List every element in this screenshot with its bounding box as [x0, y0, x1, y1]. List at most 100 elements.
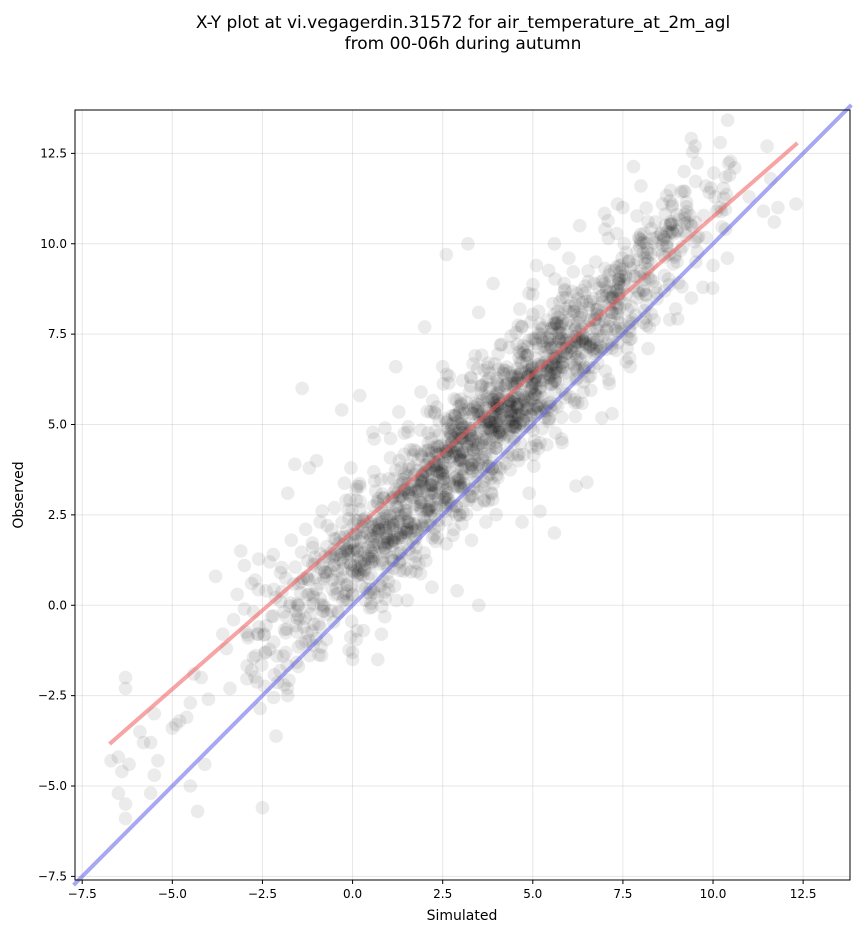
scatter-point [655, 238, 670, 252]
scatter-point [461, 402, 476, 416]
scatter-point [453, 479, 467, 493]
scatter-point [325, 582, 340, 597]
scatter-point [490, 371, 504, 385]
scatter-point [377, 537, 392, 552]
scatter-point [403, 442, 418, 457]
scatter-point [534, 384, 548, 399]
scatter-point [541, 313, 555, 328]
scatter-point [590, 307, 605, 322]
scatter-point [400, 524, 414, 538]
scatter-point [624, 332, 638, 346]
scatter-point [423, 499, 437, 514]
scatter-point [489, 414, 503, 429]
scatter-point [535, 334, 550, 349]
scatter-point [412, 492, 427, 506]
scatter-point [514, 347, 528, 361]
scatter-point [459, 443, 474, 457]
scatter-point [334, 547, 349, 562]
scatter-point [452, 405, 467, 420]
scatter-point [341, 593, 355, 607]
scatter-point [326, 550, 340, 565]
scatter-point [713, 200, 727, 215]
x-tick-label: 12.5 [790, 887, 817, 901]
scatter-point [520, 356, 534, 370]
scatter-point [373, 522, 387, 537]
scatter-point [450, 415, 465, 429]
scatter-point [432, 428, 447, 442]
scatter-point [454, 417, 469, 431]
scatter-point [526, 402, 540, 416]
scatter-point [278, 626, 293, 640]
scatter-point [466, 357, 480, 371]
scatter-point [484, 447, 498, 462]
scatter-point [555, 356, 570, 370]
scatter-point [501, 414, 516, 429]
scatter-point [513, 397, 527, 412]
scatter-point [633, 227, 648, 242]
scatter-point [498, 363, 513, 378]
scatter-point [496, 425, 510, 440]
scatter-point [198, 757, 212, 772]
scatter-point [679, 195, 694, 209]
scatter-point [489, 387, 504, 402]
scatter-point [513, 355, 528, 370]
scatter-point [488, 427, 503, 442]
scatter-point [408, 524, 423, 538]
scatter-point [378, 421, 392, 435]
scatter-point [403, 516, 417, 531]
scatter-point [684, 131, 699, 146]
scatter-point [453, 479, 467, 493]
scatter-point [640, 242, 655, 256]
scatter-point [392, 453, 407, 468]
scatter-point [599, 322, 614, 336]
scatter-point [375, 487, 390, 501]
scatter-point [581, 340, 596, 354]
scatter-point [512, 447, 526, 462]
scatter-point [309, 631, 324, 646]
scatter-point [379, 526, 393, 541]
scatter-point [555, 435, 569, 450]
scatter-point [237, 602, 252, 616]
scatter-point [513, 416, 527, 430]
scatter-point [379, 529, 394, 543]
scatter-point [645, 231, 660, 246]
scatter-point [580, 475, 594, 490]
scatter-point [518, 402, 532, 416]
scatter-point [402, 515, 416, 530]
scatter-point [466, 406, 480, 421]
scatter-point [465, 437, 479, 452]
scatter-point [492, 425, 507, 440]
scatter-point [598, 261, 612, 276]
scatter-point [440, 488, 454, 502]
scatter-point [489, 435, 504, 450]
scatter-point [397, 483, 411, 498]
scatter-point [327, 558, 341, 572]
scatter-point [481, 394, 496, 409]
scatter-point [377, 531, 392, 546]
scatter-point [386, 553, 401, 568]
scatter-point [427, 528, 442, 542]
scatter-point [427, 405, 442, 419]
scatter-point [543, 337, 558, 352]
scatter-point [508, 369, 523, 383]
scatter-point [469, 426, 484, 441]
scatter-point [660, 225, 674, 239]
scatter-point [532, 398, 547, 413]
y-tick-label: −5.0 [38, 779, 67, 793]
scatter-point [494, 337, 509, 352]
scatter-point [519, 402, 534, 417]
scatter-point [389, 499, 403, 514]
scatter-point [440, 481, 455, 495]
scatter-point [379, 512, 394, 526]
scatter-point [246, 651, 261, 665]
scatter-point [345, 588, 360, 603]
scatter-point [621, 254, 636, 269]
scatter-point [509, 400, 524, 415]
scatter-point [493, 461, 508, 476]
scatter-point [366, 540, 381, 555]
scatter-point [361, 551, 376, 566]
scatter-point [372, 557, 387, 571]
scatter-point [551, 310, 565, 325]
scatter-point [360, 526, 374, 540]
scatter-point [591, 300, 605, 315]
